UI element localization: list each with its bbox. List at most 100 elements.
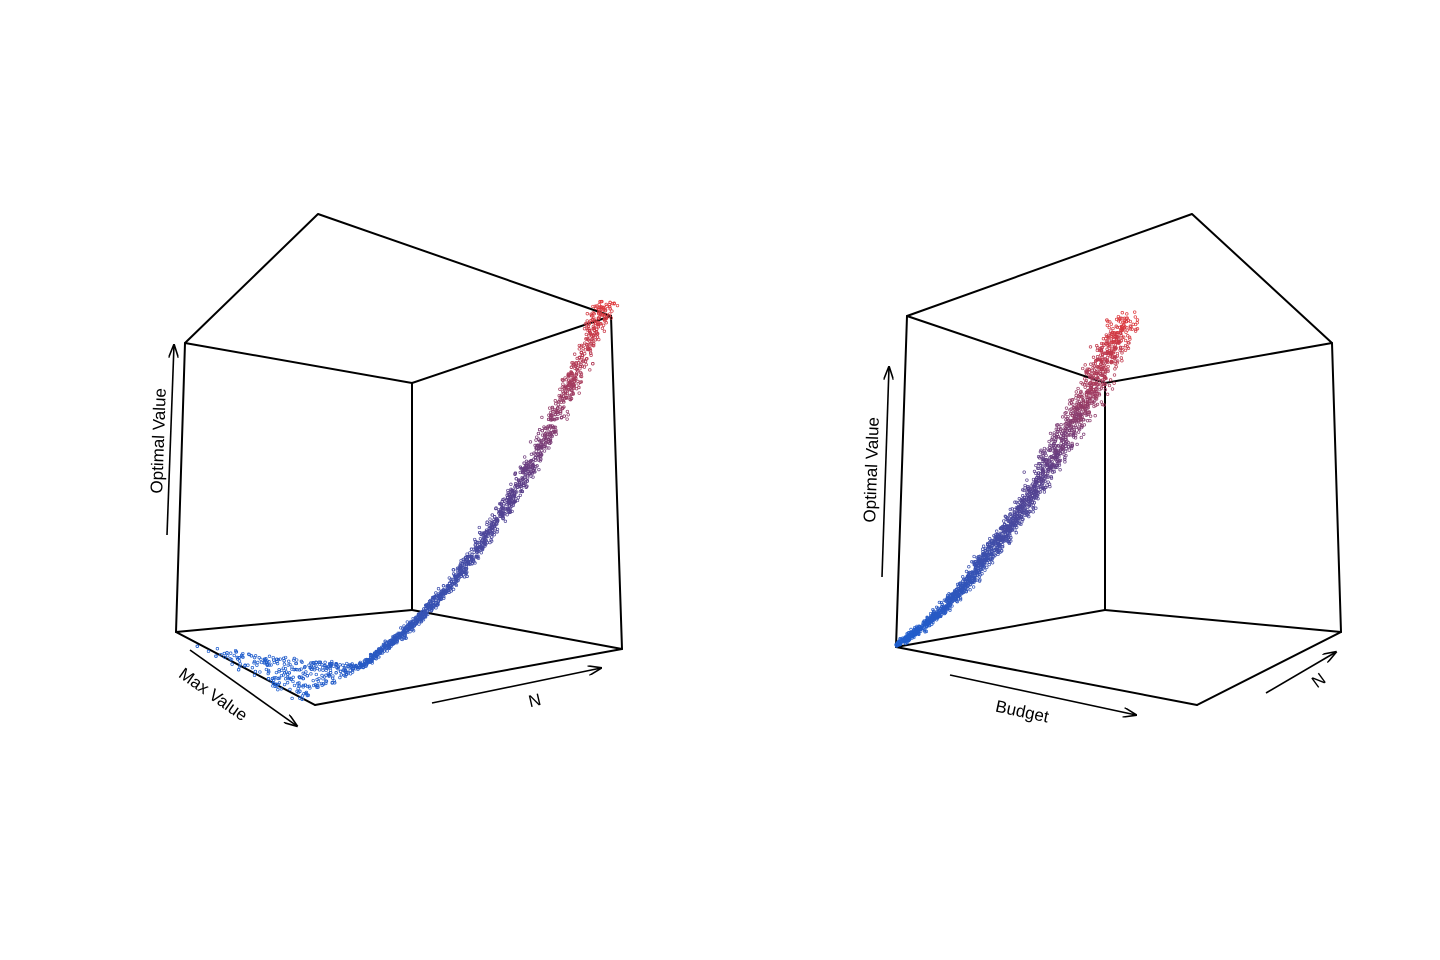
- data-point: [226, 654, 230, 658]
- data-point: [1116, 314, 1121, 319]
- data-point: [1110, 334, 1114, 339]
- data-point: [1085, 393, 1089, 397]
- data-point: [585, 312, 589, 316]
- data-point: [286, 672, 290, 677]
- data-point: [551, 410, 555, 414]
- data-point: [1064, 437, 1068, 442]
- data-point: [542, 445, 546, 449]
- data-point: [378, 647, 382, 651]
- data-point: [610, 301, 615, 306]
- data-point: [608, 305, 612, 309]
- data-point: [990, 543, 994, 548]
- data-point: [1092, 399, 1097, 403]
- data-point: [447, 590, 451, 595]
- data-point: [1007, 531, 1012, 536]
- data-point: [525, 479, 529, 483]
- data-point: [542, 449, 547, 453]
- data-point: [1084, 369, 1088, 373]
- data-point: [605, 304, 609, 308]
- data-point: [978, 578, 982, 582]
- data-point: [576, 369, 580, 373]
- data-point: [1131, 322, 1135, 326]
- data-point: [1063, 449, 1068, 454]
- data-point: [941, 606, 946, 610]
- data-point: [1126, 318, 1131, 323]
- data-point: [219, 653, 223, 657]
- data-point: [246, 663, 250, 667]
- data-point: [1048, 431, 1053, 436]
- data-point: [995, 539, 1000, 543]
- data-point: [1091, 365, 1095, 370]
- data-point: [1083, 411, 1087, 415]
- data-point: [1005, 539, 1010, 543]
- data-point: [561, 382, 565, 386]
- data-point: [932, 615, 936, 620]
- data-point: [1014, 531, 1018, 535]
- data-point: [487, 529, 492, 534]
- data-point: [492, 517, 496, 522]
- data-point: [447, 576, 451, 580]
- data-point: [1021, 503, 1026, 507]
- data-point: [979, 567, 983, 571]
- data-point: [992, 537, 997, 542]
- data-point: [436, 599, 440, 603]
- data-point: [956, 586, 960, 590]
- data-point: [390, 641, 395, 645]
- data-point: [1084, 378, 1089, 383]
- data-point: [924, 623, 928, 627]
- data-point: [603, 309, 608, 313]
- data-point: [993, 553, 997, 557]
- data-point: [553, 399, 557, 403]
- data-point: [322, 682, 326, 686]
- z-axis-arrow-left: [166, 345, 174, 536]
- data-point: [1079, 380, 1083, 385]
- data-point: [597, 307, 601, 311]
- data-point: [529, 474, 533, 478]
- data-point: [1020, 518, 1024, 522]
- data-point: [303, 683, 308, 687]
- data-point: [604, 302, 608, 307]
- data-point: [1014, 506, 1019, 510]
- data-point: [1113, 367, 1117, 371]
- data-point: [1008, 512, 1013, 516]
- data-point: [1133, 315, 1137, 319]
- data-point: [536, 446, 541, 450]
- data-point: [349, 663, 354, 667]
- data-point: [1022, 470, 1026, 474]
- data-point: [998, 531, 1002, 535]
- data-point: [1114, 324, 1118, 328]
- data-point: [494, 506, 498, 510]
- data-point: [579, 374, 584, 379]
- data-point: [1115, 331, 1119, 335]
- data-point: [545, 446, 549, 450]
- data-point: [1071, 433, 1076, 438]
- data-point: [556, 406, 560, 410]
- data-point: [548, 441, 552, 446]
- data-point: [500, 506, 504, 510]
- y-axis-arrow-left: [189, 649, 297, 726]
- data-point: [392, 636, 396, 641]
- data-point: [366, 660, 370, 665]
- data-point: [953, 595, 957, 599]
- data-point: [468, 551, 472, 555]
- data-point: [457, 573, 461, 577]
- data-point: [939, 608, 943, 612]
- data-point: [1038, 450, 1043, 454]
- data-point: [275, 661, 280, 666]
- data-point: [518, 493, 522, 497]
- data-point: [1047, 439, 1051, 444]
- data-point: [585, 342, 589, 347]
- data-point: [1091, 387, 1095, 392]
- data-point: [1004, 538, 1008, 543]
- data-point: [1032, 486, 1037, 490]
- data-point: [1041, 469, 1046, 474]
- data-point: [588, 330, 592, 334]
- data-point: [492, 515, 497, 519]
- data-point: [334, 671, 338, 675]
- data-point: [414, 621, 418, 625]
- data-point: [483, 533, 487, 537]
- data-point: [1019, 522, 1023, 527]
- data-point: [541, 441, 546, 445]
- data-point: [944, 599, 948, 603]
- data-point: [579, 343, 584, 348]
